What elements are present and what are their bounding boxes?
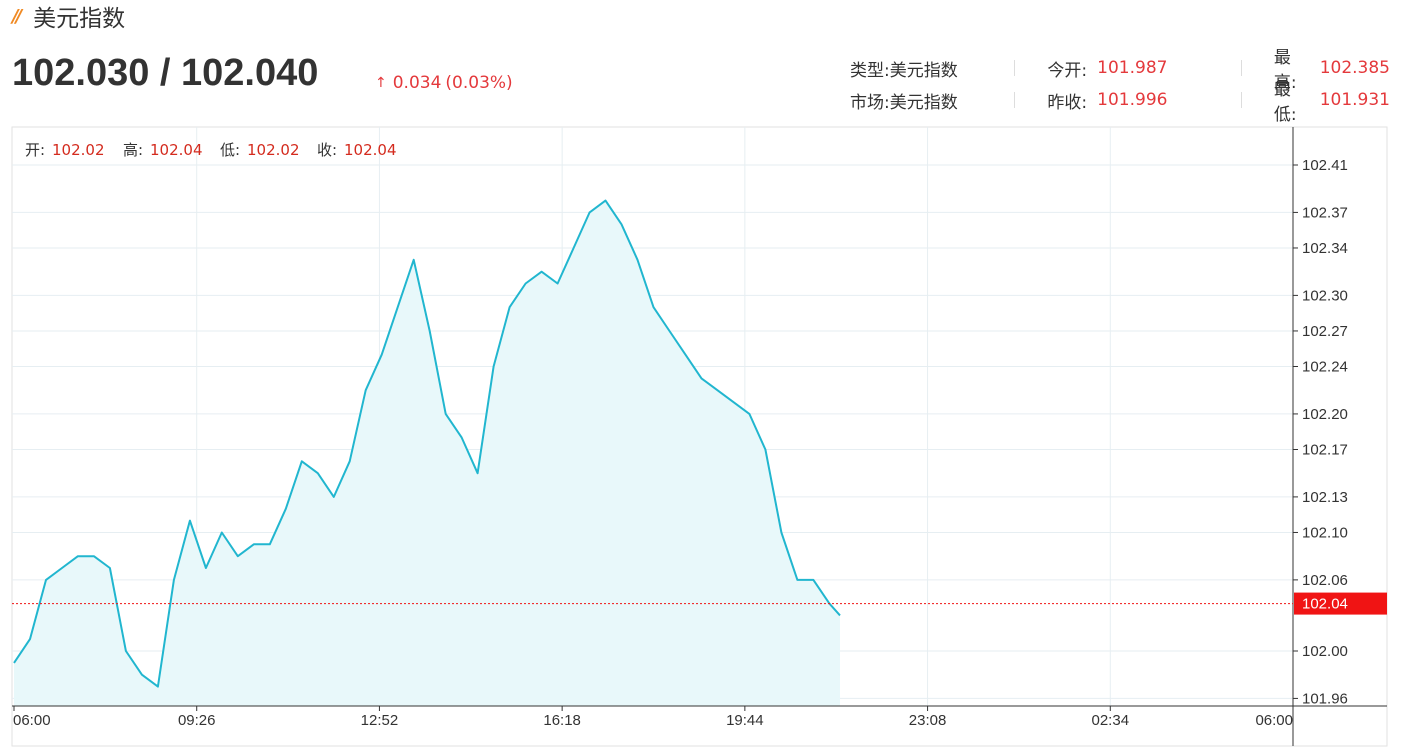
y-tick-label: 102.13 — [1302, 489, 1348, 506]
ohlc-open-value: 102.02 — [52, 141, 105, 159]
x-tick-label: 16:18 — [543, 712, 581, 729]
header-slash-icon: // — [12, 5, 22, 27]
info-prev-close-value: 101.996 — [1097, 90, 1168, 110]
price-change: ↑ 0.034 (0.03%) — [375, 73, 513, 93]
info-low: 最低: 101.931 — [1242, 75, 1390, 125]
info-high-label: 最高: — [1273, 48, 1297, 93]
x-tick-label: 19:44 — [726, 712, 764, 729]
info-divider — [1014, 92, 1016, 108]
info-market: 市场: 美元指数 — [850, 88, 1014, 113]
y-tick-label: 102.24 — [1302, 359, 1348, 376]
current-price-marker: 102.04 — [12, 592, 1387, 615]
info-divider — [1240, 92, 1242, 108]
x-tick-label: 06:00 — [13, 712, 51, 729]
info-type: 类型: 美元指数 — [850, 56, 1014, 81]
y-tick-label: 102.10 — [1302, 524, 1348, 541]
chart-series — [13, 199, 841, 706]
current-price-tag — [1294, 592, 1387, 615]
y-tick-label: 102.30 — [1302, 287, 1348, 304]
current-price-label: 102.04 — [1302, 596, 1348, 613]
y-tick-label: 102.17 — [1302, 441, 1348, 458]
bid-ask-price: 102.030 / 102.040 — [12, 52, 319, 94]
ohlc-high-label: 高: — [123, 141, 143, 159]
y-tick-label: 102.27 — [1302, 323, 1348, 340]
x-tick-label: 06:00 — [1255, 712, 1293, 729]
info-row-2: 市场: 美元指数 昨收: 101.996 最低: 101.931 — [850, 80, 1390, 125]
quote-info-panel: 类型: 美元指数 今开: 101.987 最高: 102.385 市场: 美元指… — [850, 48, 1390, 125]
x-axis-ticks: 06:00 09:26 12:52 16:18 19:44 23:08 02:34 06:00 — [13, 706, 1294, 729]
ohlc-close-value: 102.04 — [344, 141, 397, 159]
info-prev-close: 昨收: 101.996 — [1015, 88, 1240, 113]
y-tick-label: 102.41 — [1302, 157, 1348, 174]
info-divider — [1240, 60, 1242, 76]
info-row-1: 类型: 美元指数 今开: 101.987 最高: 102.385 — [850, 48, 1390, 93]
y-tick-label: 102.06 — [1302, 572, 1348, 589]
y-tick-label: 102.00 — [1302, 643, 1348, 660]
page-header: // 美元指数 — [12, 0, 126, 33]
page-title: 美元指数 — [33, 6, 126, 32]
info-divider — [1014, 60, 1016, 76]
info-market-label: 市场: — [850, 92, 890, 113]
up-arrow-icon: ↑ — [375, 75, 387, 91]
change-percent: (0.03%) — [445, 73, 513, 93]
info-market-value: 美元指数 — [889, 92, 958, 113]
price-line — [13, 199, 841, 688]
ohlc-low-value: 102.02 — [247, 141, 300, 159]
ohlc-legend: 开: 102.02 高: 102.04 低: 102.02 收: 102.04 — [25, 141, 397, 159]
info-low-value: 101.931 — [1319, 90, 1390, 110]
y-tick-label: 101.96 — [1302, 690, 1348, 707]
info-type-value: 美元指数 — [889, 60, 958, 81]
info-open: 今开: 101.987 — [1015, 56, 1240, 81]
ohlc-open-label: 开: — [25, 141, 45, 159]
info-high: 最高: 102.385 — [1242, 43, 1390, 93]
y-tick-label: 102.37 — [1302, 204, 1348, 221]
ohlc-high-value: 102.04 — [150, 141, 203, 159]
ohlc-close-label: 收: — [317, 141, 337, 159]
ohlc-low-label: 低: — [220, 141, 240, 159]
info-type-label: 类型: — [850, 60, 890, 81]
x-tick-label: 09:26 — [178, 712, 216, 729]
chart-frame — [11, 126, 1388, 747]
change-value: 0.034 — [392, 73, 442, 93]
y-tick-label: 102.20 — [1302, 406, 1348, 423]
x-tick-label: 12:52 — [361, 712, 399, 729]
info-high-value: 102.385 — [1319, 58, 1390, 78]
x-tick-label: 23:08 — [909, 712, 947, 729]
info-prev-close-label: 昨收: — [1047, 92, 1088, 113]
info-low-label: 最低: — [1273, 80, 1297, 125]
y-tick-label: 102.34 — [1302, 240, 1348, 257]
info-open-value: 101.987 — [1097, 58, 1168, 78]
info-open-label: 今开: — [1047, 60, 1088, 81]
price-area — [14, 200, 840, 706]
y-axis-ticks: 102.41 102.37 102.34 102.30 102.27 102.24 102.… — [1293, 157, 1348, 707]
x-tick-label: 02:34 — [1092, 712, 1130, 729]
